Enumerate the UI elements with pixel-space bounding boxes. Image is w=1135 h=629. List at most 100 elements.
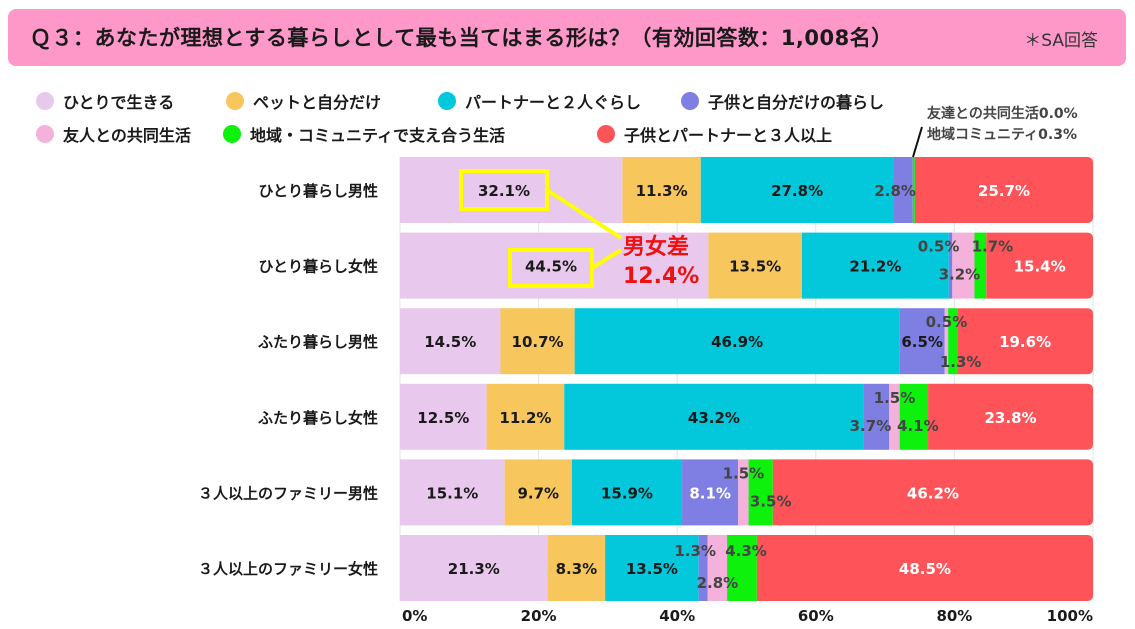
data-label: 1.3%: [940, 353, 982, 371]
legend-label: 子供と自分だけの暮らし: [708, 93, 885, 112]
data-label: 2.8%: [697, 574, 739, 592]
data-label: 0.5%: [926, 313, 968, 331]
data-label: 23.8%: [985, 409, 1037, 427]
data-label: 46.9%: [711, 333, 763, 351]
bar-segment: [547, 535, 606, 601]
annotation-layer: 男女差 12.4%: [459, 126, 923, 289]
data-label: 11.3%: [636, 182, 688, 200]
legend-label: ペットと自分だけ: [253, 93, 382, 112]
data-label: 32.1%: [478, 182, 530, 200]
data-label: 15.4%: [1014, 258, 1066, 276]
bar-segment: [605, 535, 699, 601]
legend-item-family: 子供とパートナーと３人以上: [597, 122, 832, 146]
bar-segment: [863, 383, 890, 450]
data-label: 27.8%: [771, 182, 823, 200]
bar-segment: [986, 232, 1093, 299]
data-label: 4.1%: [897, 417, 939, 435]
bar-segment: [727, 535, 757, 601]
data-label: 8.1%: [689, 484, 731, 502]
bar-segment: [899, 308, 945, 375]
data-label: 3.2%: [939, 266, 981, 284]
data-label: 46.2%: [907, 484, 959, 502]
bars: 32.1% 11.3% 27.8% 2.8% 25.7% 44.5% 13.5% 21.2% 0…: [400, 157, 1093, 601]
legend-item-alone: ひとりで生きる: [36, 89, 174, 113]
highlight-connector-female: [590, 248, 623, 270]
bar-segment: [400, 383, 487, 450]
small-values-annotation: 友達との共同生活0.0% 地域コミュニティ0.3%: [927, 104, 1078, 146]
data-label: 2.8%: [874, 182, 916, 200]
bar-segment: [756, 535, 1093, 601]
data-label: 15.9%: [601, 484, 653, 502]
data-label: 13.5%: [729, 258, 781, 276]
category-label: ふたり暮らし男性: [258, 333, 378, 351]
bar-segment: [914, 157, 1093, 223]
bar-segment: [500, 308, 575, 375]
bar-segment: [928, 383, 1093, 450]
data-label: 10.7%: [512, 333, 564, 351]
bar-segment: [801, 232, 949, 299]
bar-segment: [889, 383, 900, 450]
bar-segment: [400, 308, 501, 375]
bar-segment: [912, 157, 915, 223]
legend-label: パートナーと２人ぐらし: [465, 93, 642, 112]
legend-swatch-icon: [438, 92, 456, 110]
x-tick-label: 100%: [1047, 607, 1093, 625]
data-label: 12.5%: [417, 409, 469, 427]
bar-segment: [893, 157, 913, 223]
legend-item-community: 地域・コミュニティで支え合う生活: [223, 122, 505, 146]
legend-swatch-icon: [597, 125, 615, 143]
chart-title: Ｑ３：あなたが理想とする暮らしとして最も当てはまる形は？（有効回答数：1,008…: [30, 26, 893, 50]
x-tick-label: 0%: [402, 607, 427, 625]
data-label: 15.1%: [426, 484, 478, 502]
x-tick-label: 60%: [798, 607, 834, 625]
annotation-leader-line: [912, 126, 923, 158]
answer-type-note: ＊SA回答: [1024, 31, 1098, 51]
data-label: 25.7%: [978, 182, 1030, 200]
community-value-note: 地域コミュニティ0.3%: [927, 127, 1077, 143]
category-label: ひとり暮らし女性: [258, 258, 378, 276]
legend-item-friends: 友人との共同生活: [36, 122, 191, 146]
x-tick-label: 20%: [521, 607, 557, 625]
bar-segment: [899, 383, 929, 450]
bar-segment: [952, 232, 975, 299]
bar-segment: [700, 157, 894, 223]
bar-segment: [698, 535, 708, 601]
legend-swatch-icon: [36, 125, 54, 143]
legend-label: 友人との共同生活: [63, 126, 191, 145]
data-label: 6.5%: [901, 333, 943, 351]
data-label: 13.5%: [626, 560, 678, 578]
data-label: 3.5%: [750, 492, 792, 510]
data-label: 4.3%: [725, 542, 767, 560]
bar-segment: [400, 535, 548, 601]
bar-segment: [738, 459, 749, 526]
data-label: 1.5%: [723, 464, 765, 482]
bar-segment: [948, 308, 958, 375]
legend-swatch-icon: [226, 92, 244, 110]
data-label: 1.5%: [874, 389, 916, 407]
bar-segment: [400, 157, 623, 223]
bar-segment: [622, 157, 701, 223]
category-label: ふたり暮らし女性: [258, 409, 378, 427]
bar-segment: [571, 459, 683, 526]
title-banner: Ｑ３：あなたが理想とする暮らしとして最も当てはまる形は？（有効回答数：1,008…: [8, 9, 1126, 66]
data-label: 19.6%: [999, 333, 1051, 351]
data-label: 48.5%: [899, 560, 951, 578]
bar-segment: [708, 232, 802, 299]
highlight-connector-male: [545, 188, 623, 240]
bar-segment: [707, 535, 728, 601]
bar-segment: [748, 459, 773, 526]
data-label: 0.5%: [918, 238, 960, 256]
legend-label: ひとりで生きる: [63, 93, 175, 112]
bar-segment: [400, 459, 505, 526]
gender-gap-value: 12.4%: [623, 264, 699, 289]
x-tick-label: 40%: [659, 607, 695, 625]
legend-swatch-icon: [223, 125, 241, 143]
data-label: 1.3%: [674, 542, 716, 560]
data-label: 43.2%: [688, 409, 740, 427]
legend-item-child-self: 子供と自分だけの暮らし: [681, 89, 884, 113]
bar-segment: [564, 383, 864, 450]
bar-segment: [948, 232, 953, 299]
legend-item-partner: パートナーと２人ぐらし: [438, 89, 641, 113]
bar-segment: [574, 308, 900, 375]
